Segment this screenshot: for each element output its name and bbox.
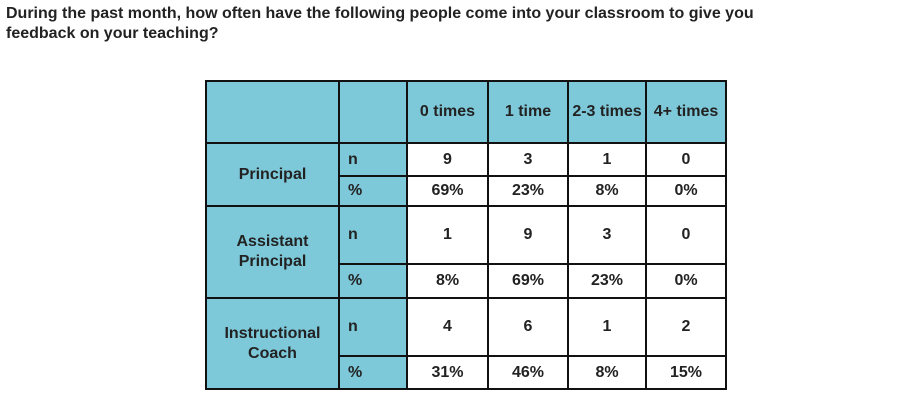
value-cell: 0% xyxy=(645,175,727,207)
data-row: Assistant Principal n 1 9 3 0 xyxy=(205,205,727,299)
column-header: 1 time xyxy=(487,80,569,144)
value-cell: 8% xyxy=(406,263,489,299)
value-cell: 4 xyxy=(406,297,489,357)
value-cell: 46% xyxy=(487,355,569,390)
value-cell: 15% xyxy=(645,355,727,390)
question-line: During the past month, how often have th… xyxy=(6,5,754,22)
value-cell: 0 xyxy=(645,205,727,265)
data-row: Principal n 9 3 1 0 xyxy=(205,142,727,207)
value-cell: 69% xyxy=(406,175,489,207)
value-cell: 9 xyxy=(406,142,489,177)
data-row: % 8% 69% 23% 0% xyxy=(206,263,727,299)
value-cell: 8% xyxy=(567,355,647,390)
value-cell: 1 xyxy=(406,205,489,265)
corner-cell xyxy=(338,80,408,144)
question-line: feedback on your teaching? xyxy=(6,25,219,42)
value-cell: 1 xyxy=(567,142,647,177)
column-header: 4+ times xyxy=(645,80,727,144)
value-cell: 31% xyxy=(406,355,489,390)
value-cell: 1 xyxy=(567,297,647,357)
value-cell: 3 xyxy=(567,205,647,265)
results-table: 0 times 1 time 2-3 times 4+ times Principal n… xyxy=(205,80,727,390)
stat-label: % xyxy=(338,263,408,299)
row-label: Assistant Principal xyxy=(205,205,340,299)
value-cell: 0% xyxy=(645,263,727,299)
stat-label: n xyxy=(338,297,408,357)
value-cell: 23% xyxy=(487,175,569,207)
corner-cell xyxy=(205,80,340,144)
row-label: Principal xyxy=(205,142,340,207)
question: During the past month, how often have th… xyxy=(6,4,754,44)
row-label: Instructional Coach xyxy=(205,297,340,390)
header-row: 0 times 1 time 2-3 times 4+ times xyxy=(205,80,727,144)
column-header: 0 times xyxy=(406,80,489,144)
value-cell: 3 xyxy=(487,142,569,177)
value-cell: 69% xyxy=(487,263,569,299)
value-cell: 23% xyxy=(567,263,647,299)
data-row: % 69% 23% 8% 0% xyxy=(206,175,727,207)
value-cell: 6 xyxy=(487,297,569,357)
value-cell: 9 xyxy=(487,205,569,265)
stat-label: % xyxy=(338,355,408,390)
value-cell: 2 xyxy=(645,297,727,357)
stat-label: n xyxy=(338,142,408,177)
stat-label: % xyxy=(338,175,408,207)
data-row: % 31% 46% 8% 15% xyxy=(206,355,727,390)
stat-label: n xyxy=(338,205,408,265)
column-header: 2-3 times xyxy=(567,80,647,144)
value-cell: 0 xyxy=(645,142,727,177)
data-row: Instructional Coach n 4 6 1 2 xyxy=(205,297,727,390)
value-cell: 8% xyxy=(567,175,647,207)
